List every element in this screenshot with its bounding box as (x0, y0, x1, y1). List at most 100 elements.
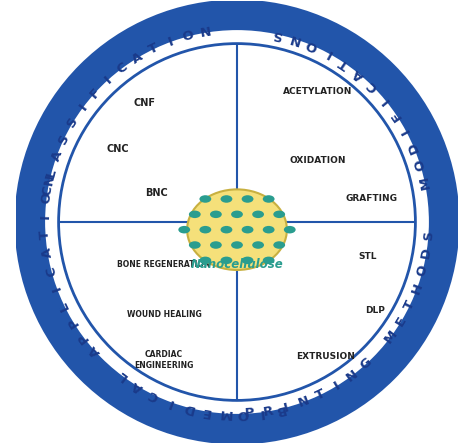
Text: A: A (130, 50, 145, 66)
Ellipse shape (189, 210, 201, 218)
Ellipse shape (242, 257, 254, 264)
Text: E: E (201, 404, 212, 419)
Text: A: A (49, 149, 65, 163)
Text: S: S (65, 115, 81, 130)
Text: H: H (409, 281, 425, 296)
Ellipse shape (200, 195, 211, 203)
Ellipse shape (242, 226, 254, 234)
Text: A: A (40, 247, 55, 259)
Ellipse shape (263, 226, 274, 234)
Text: GRAFTING: GRAFTING (345, 194, 397, 203)
Text: I: I (282, 400, 290, 414)
Ellipse shape (273, 241, 285, 249)
Text: F: F (87, 85, 103, 101)
Text: I: I (102, 74, 114, 87)
Ellipse shape (252, 241, 264, 249)
Ellipse shape (220, 257, 232, 264)
Text: T: T (337, 55, 352, 71)
Ellipse shape (200, 226, 211, 234)
Circle shape (30, 15, 444, 429)
Ellipse shape (263, 257, 274, 264)
Text: A: A (351, 66, 367, 82)
Ellipse shape (187, 190, 287, 270)
Text: S: S (271, 27, 283, 42)
Ellipse shape (210, 241, 222, 249)
Text: I: I (166, 395, 175, 409)
Text: L: L (56, 299, 72, 312)
Text: G: G (357, 356, 374, 373)
Text: O: O (304, 37, 319, 54)
Ellipse shape (189, 241, 201, 249)
Text: C: C (146, 387, 161, 403)
Text: L: L (115, 368, 129, 384)
Text: I: I (399, 125, 412, 136)
Ellipse shape (231, 210, 243, 218)
Text: I: I (331, 379, 342, 393)
Text: I: I (258, 405, 264, 419)
Text: BONE REGENERATION: BONE REGENERATION (118, 260, 211, 269)
Text: D: D (181, 400, 195, 415)
Text: T: T (313, 387, 327, 403)
Text: T: T (147, 41, 161, 57)
Ellipse shape (178, 226, 190, 234)
Text: WOUND HEALING: WOUND HEALING (127, 309, 201, 319)
Text: R: R (262, 404, 274, 419)
Ellipse shape (210, 210, 222, 218)
Text: DLP: DLP (365, 306, 385, 315)
Text: O: O (39, 191, 54, 204)
Ellipse shape (220, 226, 232, 234)
Text: O: O (181, 29, 195, 44)
Text: EXTRUSION: EXTRUSION (296, 352, 355, 361)
Text: A: A (130, 378, 145, 394)
Text: BNC: BNC (145, 188, 168, 198)
Text: F: F (388, 107, 404, 122)
Ellipse shape (231, 241, 243, 249)
Text: M: M (218, 407, 231, 420)
Text: A: A (87, 343, 103, 359)
Ellipse shape (273, 210, 285, 218)
Text: P: P (244, 407, 255, 420)
Text: T: T (402, 298, 418, 312)
Ellipse shape (263, 195, 274, 203)
Ellipse shape (220, 195, 232, 203)
Text: N: N (344, 367, 360, 384)
Text: N: N (200, 25, 213, 40)
Text: C: C (40, 185, 55, 197)
Ellipse shape (200, 257, 211, 264)
Text: I: I (166, 35, 175, 49)
Text: N: N (42, 173, 57, 186)
Circle shape (59, 44, 415, 400)
Text: S: S (56, 131, 72, 146)
Text: I: I (378, 94, 392, 106)
Text: CARDIAC
ENGINEERING: CARDIAC ENGINEERING (135, 350, 194, 370)
Text: CNF: CNF (134, 98, 156, 108)
Text: L: L (44, 167, 59, 179)
Text: I: I (323, 47, 334, 60)
Text: C: C (115, 60, 130, 76)
Text: O: O (412, 157, 428, 172)
Text: E: E (393, 314, 409, 329)
Text: C: C (365, 78, 381, 95)
Text: CNC: CNC (107, 144, 129, 154)
Text: I: I (50, 284, 64, 293)
Text: N: N (296, 394, 311, 410)
Text: I: I (39, 214, 52, 219)
Text: STL: STL (358, 252, 377, 261)
Text: O: O (415, 264, 430, 278)
Text: OXIDATION: OXIDATION (289, 156, 346, 165)
Text: N: N (287, 31, 302, 47)
Text: D: D (419, 246, 434, 259)
Ellipse shape (242, 195, 254, 203)
Text: P: P (75, 329, 91, 345)
Text: P: P (65, 314, 81, 329)
Text: T: T (39, 230, 52, 239)
Text: M: M (382, 328, 400, 346)
Ellipse shape (284, 226, 296, 234)
Text: I: I (77, 101, 90, 113)
Text: B: B (273, 402, 286, 416)
Text: O: O (237, 407, 249, 420)
Text: C: C (44, 265, 59, 277)
Text: M: M (417, 174, 432, 190)
Text: S: S (422, 229, 435, 240)
Text: D: D (405, 139, 422, 155)
